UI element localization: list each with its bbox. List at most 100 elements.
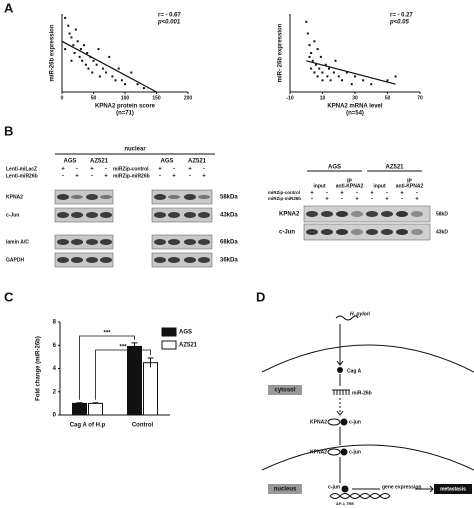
sign: + (188, 167, 192, 173)
x-axis-label: KPNA2 mRNA level (327, 104, 382, 110)
point (319, 55, 322, 58)
x-tick-label: Cag A of H.p (70, 423, 106, 429)
cell-line: AZ521 (385, 165, 404, 171)
band (100, 257, 112, 263)
nucleus-box (268, 484, 302, 494)
band (71, 239, 83, 245)
band (168, 195, 180, 199)
sign: + (325, 197, 329, 203)
pathway-diagram (261, 315, 474, 499)
sign: + (310, 191, 314, 197)
point (310, 52, 313, 54)
y-tick-label: 8 (53, 320, 57, 326)
error-bar (92, 402, 99, 404)
band (57, 257, 69, 263)
point (316, 75, 319, 78)
significance-bracket (95, 349, 151, 400)
point (329, 79, 332, 82)
band (198, 239, 210, 245)
arrowhead (336, 360, 344, 366)
point (114, 79, 117, 82)
band (86, 194, 98, 200)
significance-label: *** (119, 345, 127, 351)
point (111, 75, 114, 78)
band-size: 68kDa (220, 240, 238, 246)
band (86, 239, 98, 245)
sign: - (189, 174, 191, 180)
sign: - (159, 174, 161, 180)
x-tick-label: 0 (61, 95, 64, 101)
band (86, 212, 98, 218)
band-size: 58kDa (220, 195, 238, 201)
sign: + (355, 197, 359, 203)
point (87, 67, 90, 70)
sign: - (62, 174, 64, 180)
band (381, 229, 393, 235)
band-label: c-Jun (6, 212, 19, 218)
y-axis-label: miR- 26b expression (278, 23, 284, 82)
panel-label: C (4, 289, 14, 304)
diagram-label: nucleus (274, 487, 297, 493)
note: (n=71) (116, 111, 134, 117)
band (366, 211, 378, 217)
point (394, 75, 397, 78)
point (74, 28, 77, 31)
bar (127, 345, 142, 416)
blot-strip (151, 234, 213, 250)
point (95, 63, 98, 66)
point (310, 67, 313, 70)
point (79, 48, 82, 51)
point (370, 83, 373, 86)
x-tick-label: 30 (352, 95, 358, 101)
legend-swatch (161, 327, 177, 337)
band-label: c-Jun (279, 230, 295, 236)
lane-group: IP (407, 178, 412, 184)
cell-line: AGS (160, 159, 173, 165)
diagram-label: gene expression (382, 484, 421, 490)
band (381, 211, 393, 217)
band-label: KPNA2 (6, 194, 23, 200)
sign: - (105, 167, 107, 173)
point (70, 36, 73, 39)
band (321, 229, 333, 235)
point (105, 71, 108, 74)
diagram-label: c-jun (349, 419, 361, 425)
band-label: GAPDH (6, 257, 24, 263)
band (184, 212, 196, 218)
band (198, 195, 210, 199)
point (313, 40, 316, 43)
lane-group: IP (347, 178, 352, 184)
diagram-label: KPNA2 (310, 449, 327, 455)
point (78, 55, 81, 58)
band (351, 211, 363, 217)
cell-line: AGS (63, 159, 76, 165)
cell-line: AZ521 (90, 159, 109, 165)
point (341, 79, 343, 82)
error-bar (131, 342, 138, 350)
point (124, 83, 126, 86)
sign: + (370, 191, 374, 197)
annotation: r= - 0.27 (390, 13, 414, 19)
band (154, 257, 166, 263)
point (308, 44, 311, 47)
band (366, 229, 378, 235)
annotation: r= - 0.67 (158, 13, 182, 19)
band (86, 257, 98, 263)
lane-group: anti-KPNA2 (396, 183, 424, 189)
y-axis-label: Fold change (miR-26b) (36, 336, 42, 401)
diagram-label: miR-26b (352, 390, 372, 396)
sign: + (415, 197, 419, 203)
sign: + (385, 197, 389, 203)
point (337, 75, 340, 78)
point (305, 20, 308, 23)
y-tick-label: 2 (53, 389, 57, 395)
band (396, 229, 408, 235)
treatment-label: miRZip-control (113, 166, 149, 172)
band (306, 229, 318, 235)
band (411, 229, 423, 235)
panel-label: B (4, 123, 13, 138)
blot-strip (151, 207, 213, 223)
band (351, 229, 363, 235)
point (70, 59, 73, 62)
point (72, 44, 75, 47)
